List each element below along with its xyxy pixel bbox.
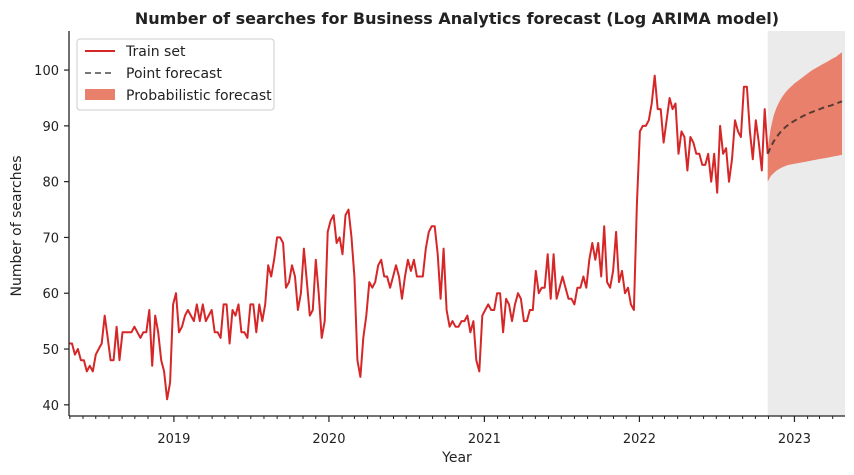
y-tick-label-90: 90 [42,120,59,135]
train-set-line [69,74,769,401]
probabilistic-forecast-band [767,52,842,182]
x-tick-label-2020: 2020 [312,432,345,447]
x-tick-label-2022: 2022 [623,432,656,447]
y-tick-label-100: 100 [34,64,59,79]
x-axis-label: Year [441,450,472,466]
y-axis-label: Number of searches [9,155,25,296]
y-tick-label-50: 50 [42,343,59,358]
y-tick-label-40: 40 [42,399,59,414]
legend-label-probabilistic: Probabilistic forecast [126,88,272,104]
x-tick-label-2021: 2021 [468,432,501,447]
legend-swatch-probabilistic [85,89,115,100]
y-tick-label-80: 80 [42,176,59,191]
legend-label-train: Train set [125,44,186,60]
chart-title: Number of searches for Business Analytic… [135,9,779,28]
legend-label-point-forecast: Point forecast [126,66,222,82]
legend: Train set Point forecast Probabilistic f… [76,38,275,111]
x-tick-label-2019: 2019 [157,432,190,447]
y-tick-label-70: 70 [42,231,59,246]
y-tick-label-60: 60 [42,287,59,302]
x-tick-label-2023: 2023 [778,432,811,447]
legend-frame [76,38,275,111]
point-forecast-line [766,100,843,155]
